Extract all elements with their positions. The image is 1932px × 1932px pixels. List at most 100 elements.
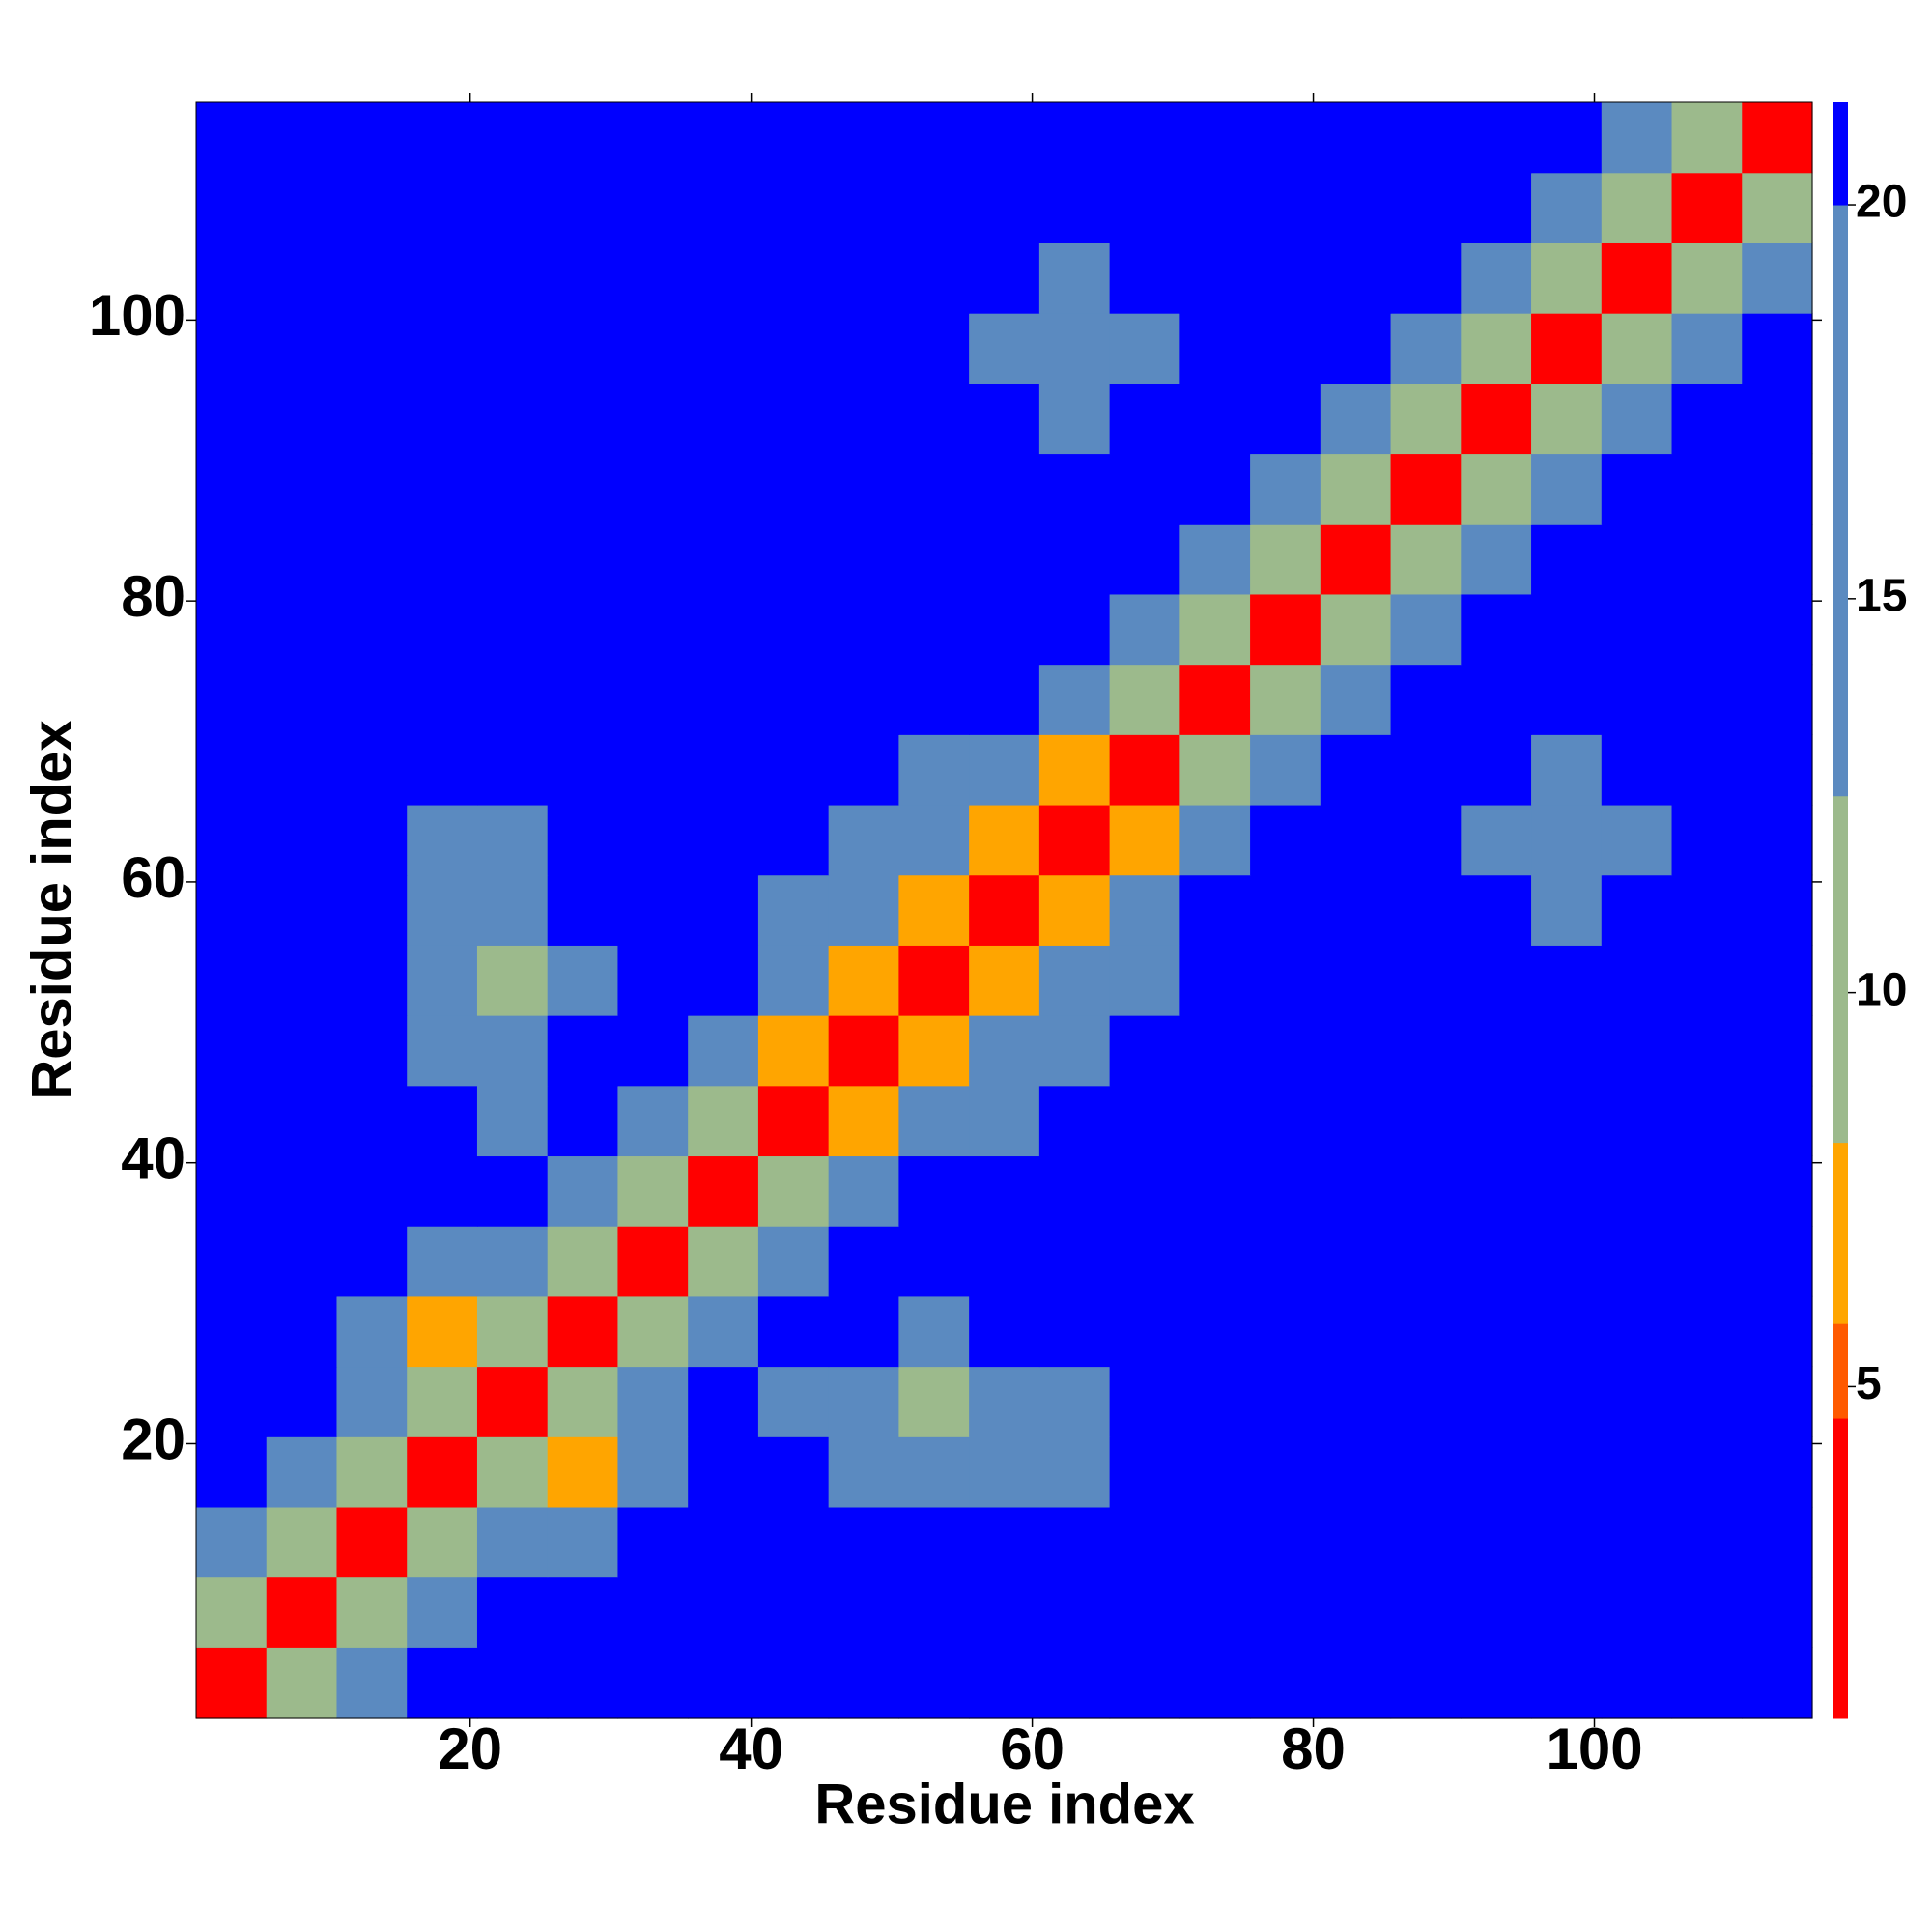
heat-cell — [407, 1647, 478, 1719]
heat-cell — [617, 1226, 689, 1297]
heat-cell — [196, 1577, 268, 1648]
heat-cell — [1320, 1085, 1392, 1157]
heat-cell — [407, 1226, 478, 1297]
heat-cell — [1531, 804, 1603, 876]
heat-cell — [547, 1436, 619, 1508]
heat-cell — [1601, 1085, 1673, 1157]
x-tick-label: 100 — [1546, 1717, 1642, 1781]
heat-cell — [1671, 874, 1743, 946]
heat-cell — [757, 1085, 830, 1157]
heat-cell — [1320, 1577, 1392, 1648]
heat-cell — [336, 1436, 408, 1508]
heat-cell — [688, 1226, 759, 1297]
heat-cell — [1250, 734, 1321, 806]
heat-cell — [617, 664, 689, 735]
heat-cell — [336, 1506, 408, 1578]
heat-cell — [407, 172, 478, 243]
heat-cell — [828, 453, 899, 525]
heat-cell — [1531, 453, 1603, 525]
heat-cell — [1179, 453, 1251, 525]
heat-cell — [196, 1295, 268, 1368]
heat-cell — [1038, 1295, 1111, 1368]
heat-cell — [336, 1577, 408, 1648]
heat-cell — [1390, 945, 1462, 1016]
heat-cell — [1461, 593, 1532, 666]
heat-cell — [1320, 1226, 1392, 1297]
heat-cell — [688, 804, 759, 876]
heat-cell — [476, 664, 549, 735]
heat-cell — [1038, 102, 1111, 174]
heat-cell — [1179, 524, 1251, 595]
heat-cell — [336, 664, 408, 735]
heat-cell — [828, 1015, 899, 1087]
heat-cell — [1671, 313, 1743, 384]
heat-cell — [196, 593, 268, 666]
heat-cell — [828, 172, 899, 243]
heat-cell — [336, 524, 408, 595]
heat-cell — [898, 1226, 970, 1297]
heat-cell — [407, 1506, 478, 1578]
heat-cell — [336, 1015, 408, 1087]
heat-cell — [1179, 874, 1251, 946]
heat-cell — [407, 453, 478, 525]
heat-cell — [757, 1295, 830, 1368]
heat-cell — [1601, 1436, 1673, 1508]
heat-cell — [688, 874, 759, 946]
heat-cell — [547, 1366, 619, 1437]
heat-cell — [828, 524, 899, 595]
heat-cell — [1179, 383, 1251, 455]
heat-cell — [476, 242, 549, 314]
heat-cell — [828, 945, 899, 1016]
heat-cell — [1601, 1366, 1673, 1437]
heat-cell — [1320, 313, 1392, 384]
heat-cell — [547, 664, 619, 735]
heat-cell — [1109, 734, 1180, 806]
heat-cell — [828, 1226, 899, 1297]
heat-cell — [898, 1155, 970, 1227]
heat-cell — [407, 1295, 478, 1368]
heat-cell — [617, 1155, 689, 1227]
plot-frame — [195, 101, 1813, 1719]
heat-cell — [828, 664, 899, 735]
heat-cell — [1742, 524, 1813, 595]
heat-cell — [266, 1015, 338, 1087]
heat-cell — [1601, 102, 1673, 174]
heat-cell — [196, 1647, 268, 1719]
heat-cell — [476, 1226, 549, 1297]
heat-cell — [828, 593, 899, 666]
heat-cell — [617, 313, 689, 384]
heat-cell — [1109, 1366, 1180, 1437]
heat-cell — [1601, 1506, 1673, 1578]
heat-cell — [1179, 102, 1251, 174]
heat-cell — [1179, 734, 1251, 806]
heat-cell — [1109, 383, 1180, 455]
heat-cell — [828, 804, 899, 876]
heat-cell — [336, 172, 408, 243]
heat-cell — [1320, 383, 1392, 455]
heat-cell — [1601, 874, 1673, 946]
heat-cell — [547, 242, 619, 314]
heat-cell — [1742, 1085, 1813, 1157]
heat-cell — [266, 102, 338, 174]
heat-cell — [407, 242, 478, 314]
heat-cell — [476, 172, 549, 243]
heat-cell — [688, 1015, 759, 1087]
heat-cell — [196, 242, 268, 314]
heat-cell — [1390, 593, 1462, 666]
heat-cell — [1742, 172, 1813, 243]
heat-cell — [1109, 242, 1180, 314]
colorbar-tick-label: 5 — [1856, 1358, 1882, 1409]
heat-cell — [617, 1085, 689, 1157]
y-axis-label: Residue index — [20, 720, 83, 1099]
heat-cell — [617, 172, 689, 243]
heat-cell — [266, 1085, 338, 1157]
heat-cell — [1109, 1295, 1180, 1368]
heat-cell — [1109, 874, 1180, 946]
heat-cell — [407, 874, 478, 946]
heat-cell — [757, 1155, 830, 1227]
heat-cell — [407, 524, 478, 595]
heat-cell — [1320, 664, 1392, 735]
heat-cell — [266, 593, 338, 666]
heat-cell — [407, 1015, 478, 1087]
